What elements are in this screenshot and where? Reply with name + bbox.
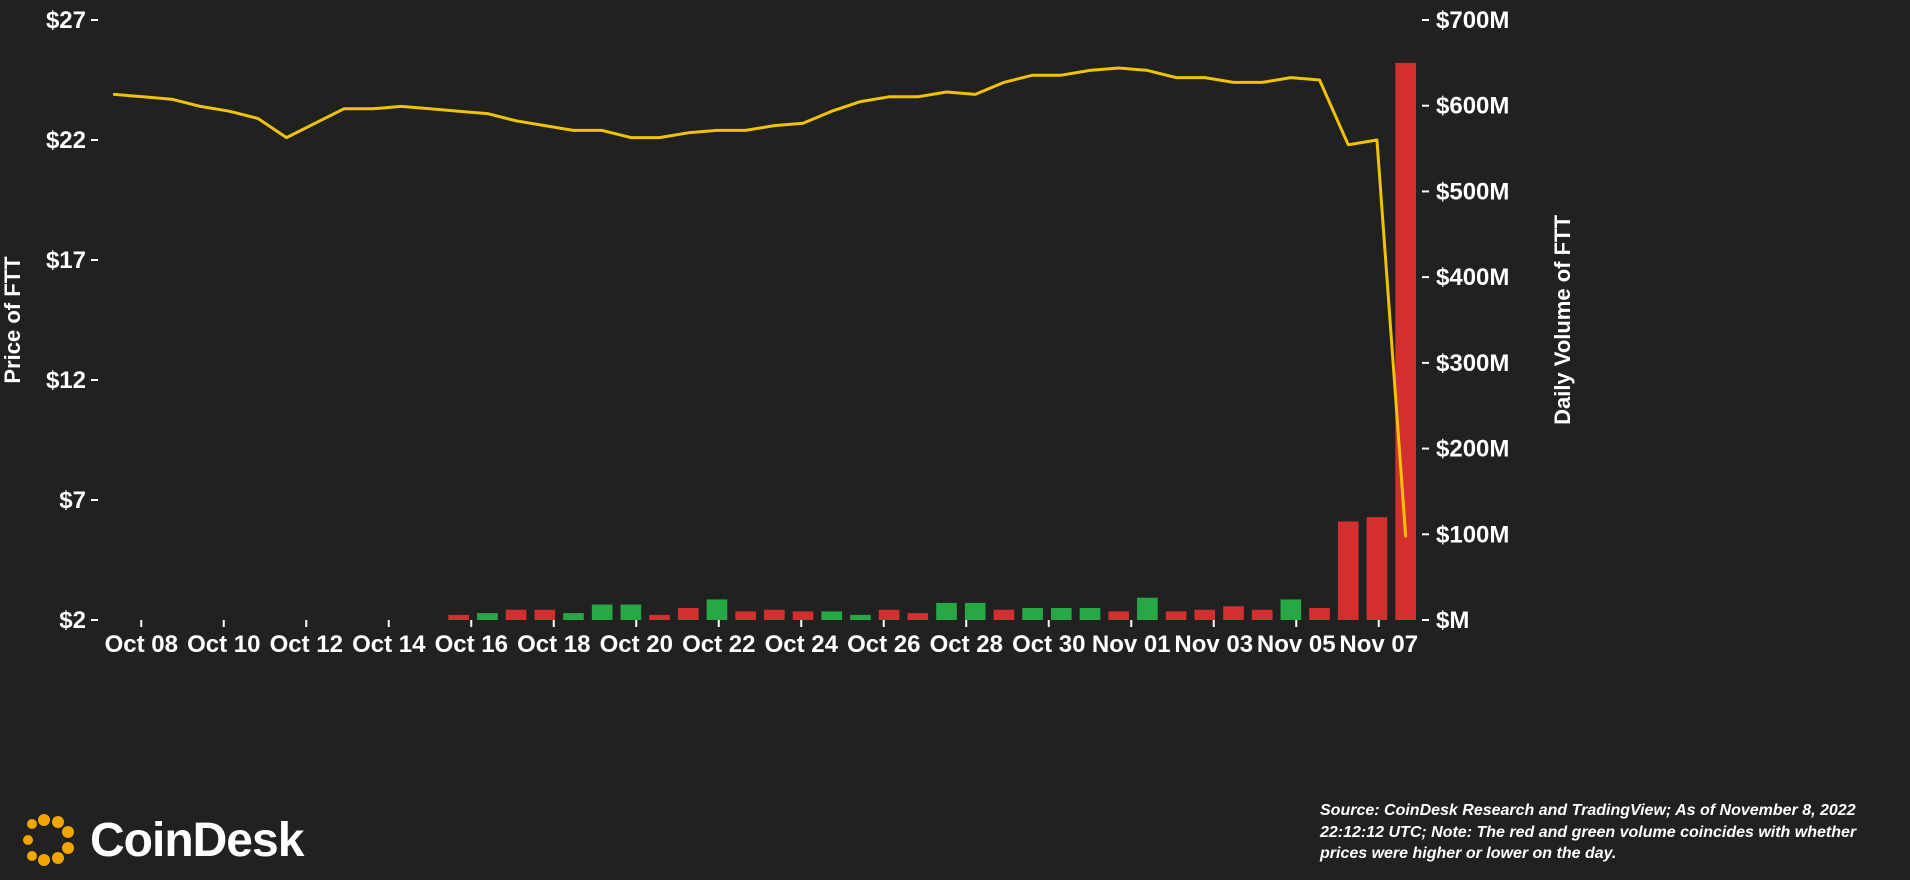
svg-text:$200M: $200M	[1436, 436, 1509, 463]
svg-text:$700M: $700M	[1436, 7, 1509, 34]
svg-text:Oct 10: Oct 10	[187, 631, 260, 658]
svg-text:Daily Volume of FTT: Daily Volume of FTT	[1550, 215, 1575, 425]
svg-text:Price of FTT: Price of FTT	[0, 256, 25, 384]
svg-text:$400M: $400M	[1436, 264, 1509, 291]
svg-text:$17: $17	[46, 247, 86, 274]
svg-text:Oct 28: Oct 28	[930, 631, 1003, 658]
chart-svg: $2 $7 $12 $17 $22 $27 $M $100M $200M $300M $400M $5…	[0, 0, 1910, 880]
svg-text:Oct 08: Oct 08	[105, 631, 178, 658]
svg-text:Oct 20: Oct 20	[600, 631, 673, 658]
svg-text:Nov 03: Nov 03	[1174, 631, 1253, 658]
svg-text:Oct 30: Oct 30	[1012, 631, 1085, 658]
svg-text:Oct 26: Oct 26	[847, 631, 920, 658]
svg-text:Oct 24: Oct 24	[765, 631, 839, 658]
svg-text:Nov 07: Nov 07	[1339, 631, 1418, 658]
svg-text:$500M: $500M	[1436, 178, 1509, 205]
svg-text:$22: $22	[46, 127, 86, 154]
svg-text:$27: $27	[46, 7, 86, 34]
svg-text:$7: $7	[59, 487, 86, 514]
svg-text:Oct 14: Oct 14	[352, 631, 426, 658]
svg-text:$M: $M	[1436, 607, 1469, 634]
svg-text:Oct 16: Oct 16	[435, 631, 508, 658]
ftt-price-volume-chart: $2 $7 $12 $17 $22 $27 $M $100M $200M $300M $400M $5…	[0, 0, 1910, 880]
brand-text: CoinDesk	[90, 813, 303, 868]
svg-text:Nov 05: Nov 05	[1257, 631, 1336, 658]
svg-text:$100M: $100M	[1436, 521, 1509, 548]
coindesk-logo-icon	[20, 810, 80, 870]
svg-text:Oct 22: Oct 22	[682, 631, 755, 658]
svg-text:Oct 18: Oct 18	[517, 631, 590, 658]
svg-text:Oct 12: Oct 12	[270, 631, 343, 658]
svg-text:$2: $2	[59, 607, 86, 634]
brand-footer: CoinDesk	[20, 810, 303, 870]
svg-text:$600M: $600M	[1436, 93, 1509, 120]
svg-text:$300M: $300M	[1436, 350, 1509, 377]
svg-text:$12: $12	[46, 367, 86, 394]
source-note: Source: CoinDesk Research and TradingVie…	[1320, 800, 1880, 865]
svg-text:Nov 01: Nov 01	[1092, 631, 1171, 658]
